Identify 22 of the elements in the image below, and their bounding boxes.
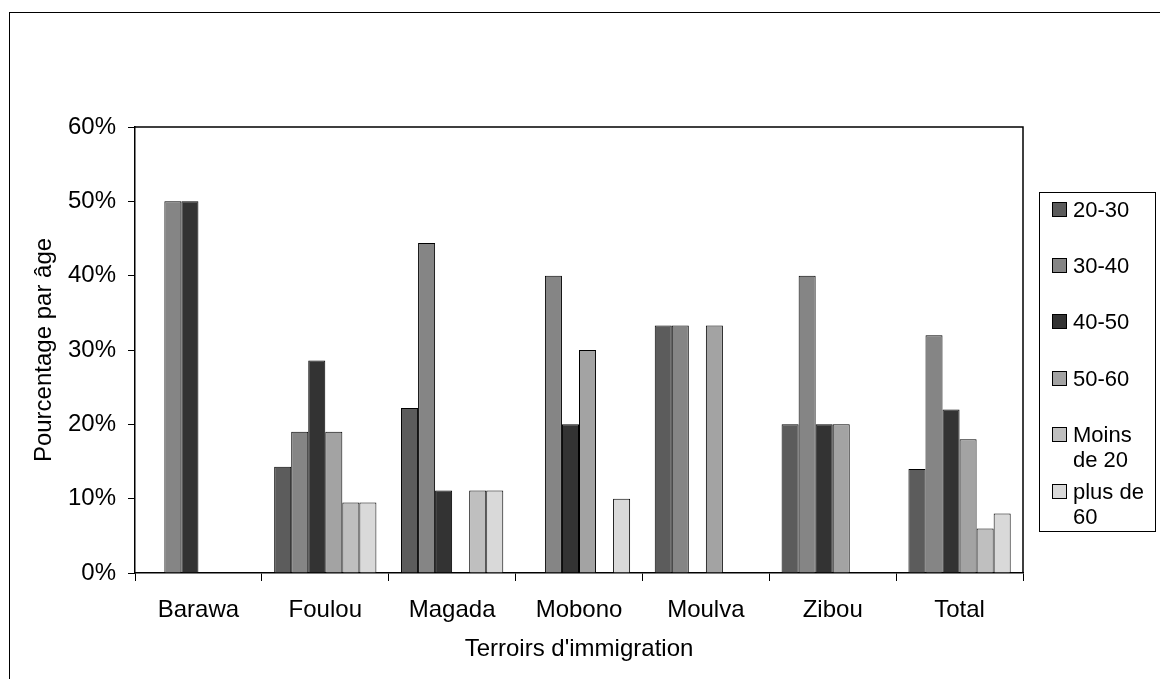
y-tick-label: 50% [67,185,116,213]
legend-label: 40-50 [1073,309,1131,335]
x-tick-label: Total [934,595,985,623]
y-tick-label: 20% [67,408,116,436]
y-tick-label: 30% [67,334,116,362]
x-axis-title: Terroirs d'immigration [464,634,694,662]
x-tick-label: Zibou [802,595,863,623]
x-tick-label: Moulva [667,595,746,623]
legend-label: 30-40 [1073,252,1131,278]
legend-label: 50-60 [1073,365,1131,391]
legend-label: 20-30 [1073,196,1131,222]
y-axis-title: Pourcentage par âge [29,237,57,463]
y-tick-label: 60% [67,111,116,139]
y-tick-label: 0% [81,557,116,585]
x-tick-label: Barawa [157,595,240,623]
x-tick-label: Mobono [535,595,623,623]
legend-label: plus de 60 [1073,478,1145,529]
x-tick-label: Magada [408,595,497,623]
x-tick-label: Foulou [288,595,362,623]
legend-label: Moins de 20 [1073,422,1133,473]
y-tick-label: 10% [67,483,116,511]
y-tick-label: 40% [67,260,116,288]
